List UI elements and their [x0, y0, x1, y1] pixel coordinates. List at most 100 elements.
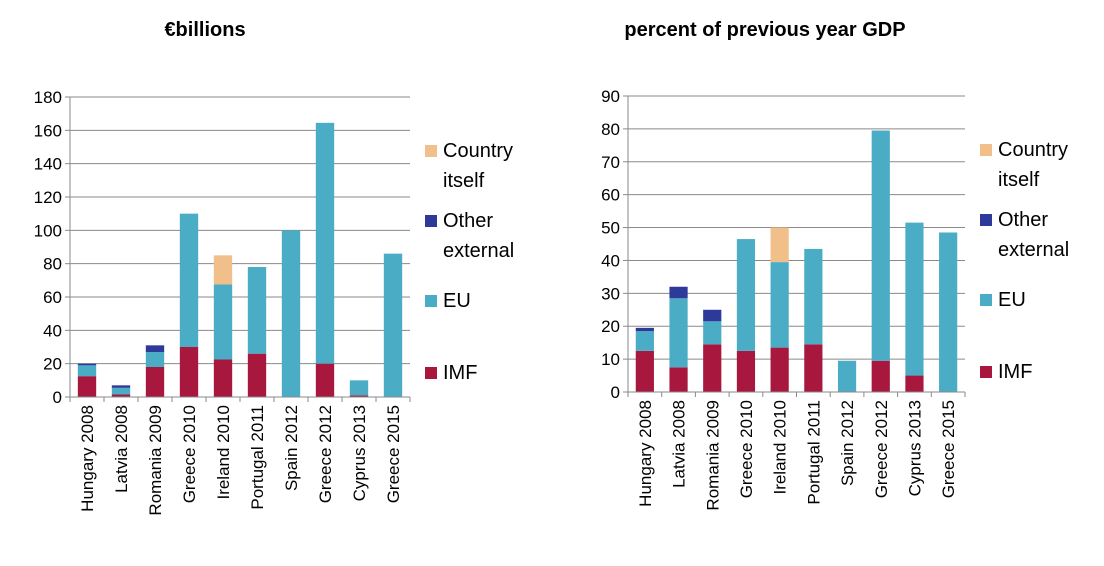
legend-label: EU: [998, 289, 1026, 311]
bar-segment: [179, 213, 199, 347]
x-tick-label: Romania 2009: [703, 400, 722, 511]
bar-segment: [837, 360, 857, 392]
y-tick-label: 100: [34, 221, 62, 240]
y-tick-label: 180: [34, 88, 62, 107]
bar-segment: [669, 298, 688, 368]
x-tick-label: Cyprus 2013: [350, 405, 369, 501]
bar-segment: [669, 286, 688, 299]
bar-segment: [635, 327, 654, 332]
bar-segment: [247, 353, 267, 397]
bar-segment: [145, 367, 165, 397]
y-tick-label: 30: [601, 284, 620, 303]
legend-swatch: [425, 367, 437, 379]
bar-segment: [939, 232, 958, 392]
legend-item: Other external: [425, 206, 545, 266]
chart-title: percent of previous year GDP: [624, 19, 905, 41]
x-tick-label: Greece 2012: [872, 400, 891, 498]
y-tick-label: 10: [601, 350, 620, 369]
legend-label: IMF: [443, 362, 478, 384]
y-tick-label: 50: [601, 219, 620, 238]
bar-segment: [315, 122, 335, 364]
bar-segment: [770, 347, 789, 392]
bar-segment: [281, 230, 301, 397]
bar-segment: [905, 222, 924, 376]
bar-segment: [349, 380, 369, 396]
x-tick-label: Hungary 2008: [636, 400, 655, 507]
bar-segment: [871, 360, 890, 392]
legend-item: IMF: [425, 358, 545, 388]
x-tick-label: Ireland 2010: [771, 400, 790, 495]
legend-item: EU: [980, 285, 1100, 315]
bar-segment: [383, 253, 403, 397]
bar-segment: [315, 363, 335, 397]
y-tick-label: 20: [43, 355, 62, 374]
legend-label: IMF: [998, 361, 1033, 383]
x-tick-label: Portugal 2011: [248, 405, 267, 510]
legend-swatch: [425, 145, 437, 157]
y-tick-label: 60: [601, 186, 620, 205]
legend-label: Country itself: [443, 140, 514, 192]
bar-segment: [145, 352, 165, 367]
chart-title: €billions: [164, 19, 245, 41]
bar-segment: [703, 344, 722, 392]
x-tick-label: Cyprus 2013: [905, 400, 924, 496]
bar-segment: [703, 309, 722, 322]
bar-segment: [770, 262, 789, 348]
bar-segment: [770, 227, 789, 263]
legend-item: Other external: [980, 205, 1100, 265]
y-tick-label: 120: [34, 188, 62, 207]
x-tick-label: Latvia 2008: [670, 400, 689, 488]
bar-segment: [736, 350, 756, 392]
bar-segment: [77, 365, 97, 377]
x-tick-label: Ireland 2010: [214, 405, 233, 500]
bar-segment: [635, 331, 654, 351]
bar-segment: [804, 248, 823, 345]
y-tick-label: 80: [43, 255, 62, 274]
bar-segment: [179, 347, 199, 397]
y-tick-label: 140: [34, 155, 62, 174]
legend-item: Country itself: [425, 136, 545, 196]
bar-segment: [111, 385, 131, 388]
y-tick-label: 0: [611, 383, 620, 402]
legend-label: Country itself: [998, 139, 1069, 191]
x-tick-label: Greece 2010: [180, 405, 199, 503]
x-tick-label: Portugal 2011: [804, 400, 823, 505]
bar-segment: [669, 367, 688, 392]
bar-segment: [905, 375, 924, 392]
bar-segment: [213, 284, 233, 360]
legend-item: EU: [425, 286, 545, 316]
x-tick-label: Spain 2012: [282, 405, 301, 491]
bar-segment: [77, 376, 97, 397]
legend-swatch: [425, 215, 437, 227]
bar-segment: [736, 239, 756, 351]
y-tick-label: 80: [601, 120, 620, 139]
x-tick-label: Greece 2015: [939, 400, 958, 498]
x-tick-label: Spain 2012: [838, 400, 857, 486]
legend-swatch: [980, 144, 992, 156]
bar-segment: [145, 345, 165, 352]
legend-item: IMF: [980, 357, 1100, 387]
bar-segment: [111, 387, 131, 395]
x-tick-label: Latvia 2008: [112, 405, 131, 493]
bar-segment: [77, 363, 97, 366]
bar-segment: [635, 350, 654, 392]
bar-segment: [349, 395, 369, 397]
y-tick-label: 40: [43, 321, 62, 340]
legend-label: Other external: [998, 209, 1070, 261]
bar-segment: [213, 255, 233, 285]
legend-swatch: [980, 366, 992, 378]
bar-segment: [111, 394, 131, 397]
legend-item: Country itself: [980, 135, 1100, 195]
legend-label: EU: [443, 290, 471, 312]
bar-segment: [247, 267, 267, 354]
x-tick-label: Hungary 2008: [78, 405, 97, 512]
y-tick-label: 40: [601, 251, 620, 270]
y-tick-label: 60: [43, 288, 62, 307]
legend-label: Other external: [443, 210, 515, 262]
legend-swatch: [980, 214, 992, 226]
y-tick-label: 90: [601, 87, 620, 106]
x-tick-label: Greece 2010: [737, 400, 756, 498]
bar-segment: [804, 344, 823, 392]
